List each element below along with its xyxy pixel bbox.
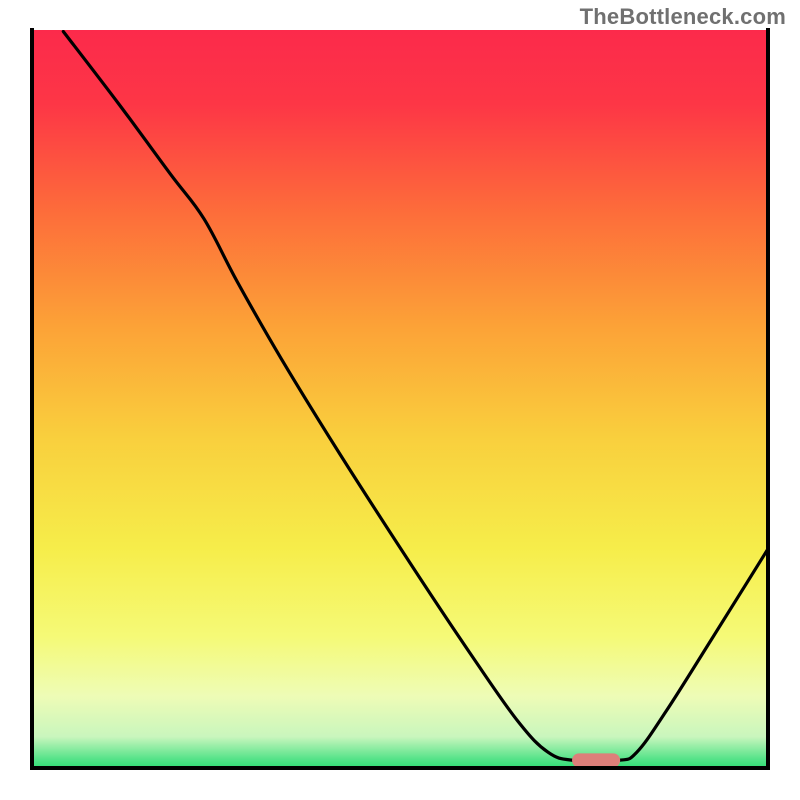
- watermark-text: TheBottleneck.com: [580, 4, 786, 30]
- gradient-background: [30, 30, 770, 770]
- chart-container: { "meta": { "watermark": "TheBottleneck.…: [0, 0, 800, 800]
- optimal-marker: [572, 753, 620, 767]
- bottleneck-chart: [0, 0, 800, 800]
